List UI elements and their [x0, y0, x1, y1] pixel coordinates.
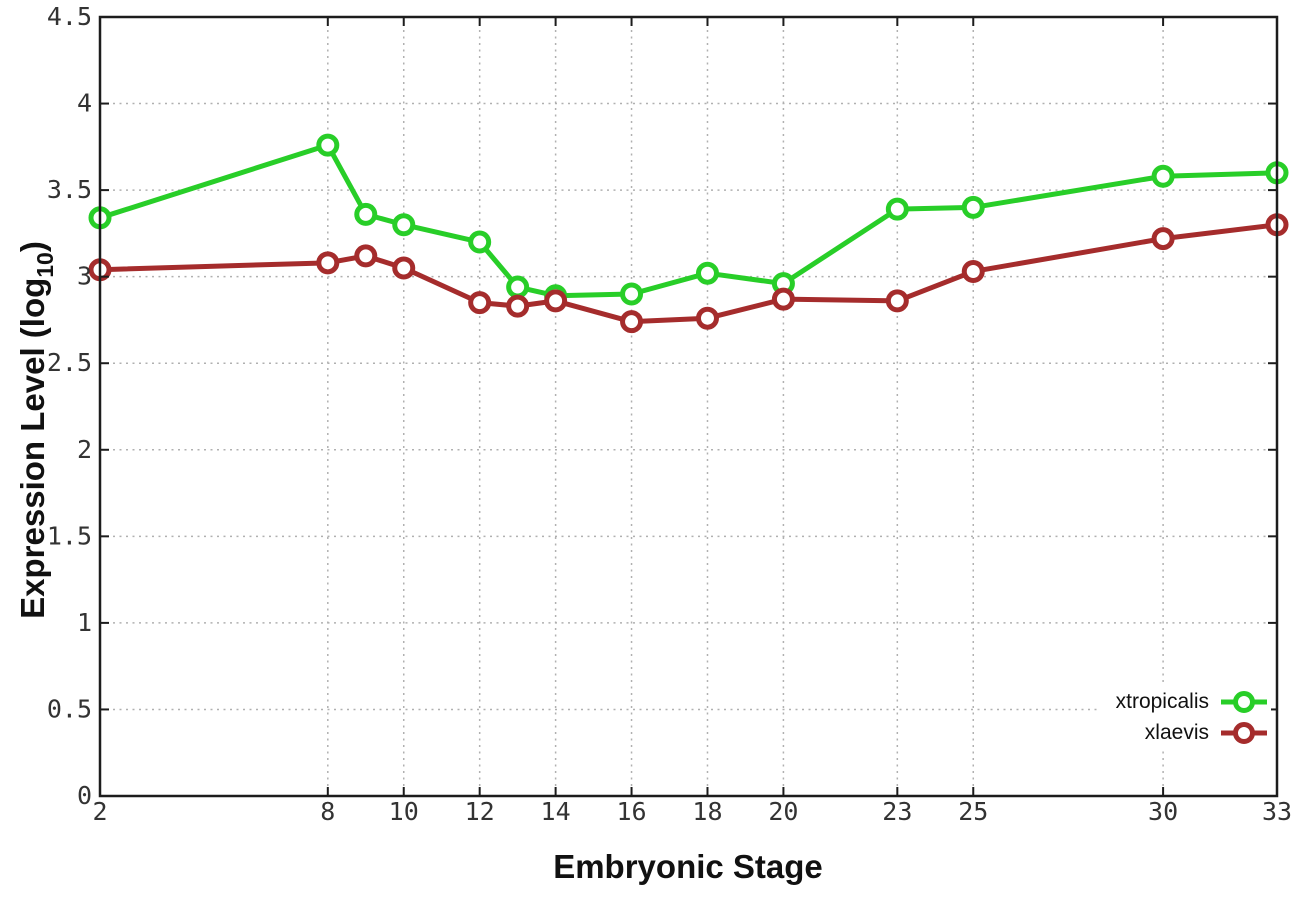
legend-label-xtropicalis: xtropicalis [1115, 690, 1209, 713]
x-tick-label-16: 16 [616, 797, 646, 826]
x-tick-label-2: 2 [92, 797, 107, 826]
marker-xtropicalis-stage-30 [1151, 164, 1175, 188]
marker-xlaevis-stage-13 [506, 294, 530, 318]
y-tick-label-1.5: 1.5 [47, 521, 92, 550]
gridlines [99, 16, 1278, 797]
marker-xlaevis-stage-25 [961, 259, 985, 283]
marker-xlaevis-stage-18 [695, 306, 719, 330]
y-tick-label-2: 2 [77, 435, 92, 464]
series-layer [88, 133, 1289, 334]
legend: xtropicalis xlaevis [1099, 685, 1271, 750]
marker-xlaevis-stage-10 [392, 256, 416, 280]
x-tick-label-23: 23 [882, 797, 912, 826]
marker-xtropicalis-stage-18 [695, 261, 719, 285]
marker-xlaevis-stage-23 [885, 289, 909, 313]
legend-item-xlaevis: xlaevis [1116, 718, 1267, 748]
marker-xlaevis-stage-12 [468, 291, 492, 315]
y-tick-label-0: 0 [77, 781, 92, 810]
x-tick-label-18: 18 [692, 797, 722, 826]
marker-xtropicalis-stage-13 [506, 275, 530, 299]
x-axis-title: Embryonic Stage [553, 848, 823, 885]
y-tick-label-3.5: 3.5 [47, 175, 92, 204]
y-axis-title: Expression Level (log10) [14, 241, 58, 619]
x-tick-label-25: 25 [958, 797, 988, 826]
marker-xlaevis-stage-9 [354, 244, 378, 268]
series-xtropicalis-line [97, 142, 1280, 299]
y-tick-label-1: 1 [77, 608, 92, 637]
y-axis-title-close: ) [14, 241, 51, 252]
y-tick-label-0.5: 0.5 [47, 694, 92, 723]
series-xlaevis-line [97, 222, 1280, 325]
marker-xtropicalis-stage-9 [354, 202, 378, 226]
marker-xlaevis-stage-20 [771, 287, 795, 311]
legend-item-xtropicalis: xtropicalis [1116, 687, 1267, 717]
legend-marker-xtropicalis-icon [1221, 691, 1267, 713]
series-xlaevis [88, 213, 1289, 334]
plot-border [98, 15, 1279, 798]
x-tick-label-20: 20 [768, 797, 798, 826]
x-tick-label-10: 10 [389, 797, 419, 826]
x-tick-label-12: 12 [465, 797, 495, 826]
x-tick-label-30: 30 [1148, 797, 1178, 826]
y-tick-label-4.5: 4.5 [47, 2, 92, 31]
marker-xtropicalis-stage-8 [316, 133, 340, 157]
tick-labels: 2 8 10 12 14 16 18 20 23 25 30 33 0 0.5 1 1.5 2 2.5 3 3.5 4 4… [47, 2, 1292, 826]
x-tick-label-33: 33 [1262, 797, 1292, 826]
y-tick-label-3: 3 [77, 262, 92, 291]
y-axis-title-subscript: 10 [32, 252, 58, 278]
marker-xlaevis-stage-16 [620, 310, 644, 334]
y-tick-label-4: 4 [77, 89, 92, 118]
marker-xtropicalis-stage-10 [392, 213, 416, 237]
marker-xlaevis-stage-14 [544, 289, 568, 313]
legend-label-xlaevis: xlaevis [1144, 721, 1209, 744]
x-tick-label-14: 14 [541, 797, 571, 826]
marker-xtropicalis-stage-25 [961, 195, 985, 219]
marker-xtropicalis-stage-12 [468, 230, 492, 254]
y-axis-title-main: Expression Level (log [14, 278, 51, 619]
x-tick-label-8: 8 [320, 797, 335, 826]
series-xtropicalis [88, 133, 1289, 308]
marker-xlaevis-stage-8 [316, 251, 340, 275]
legend-marker-xlaevis-icon [1221, 722, 1267, 744]
y-tick-label-2.5: 2.5 [47, 348, 92, 377]
axes-and-ticks [98, 15, 1279, 798]
marker-xtropicalis-stage-23 [885, 197, 909, 221]
marker-xtropicalis-stage-16 [620, 282, 644, 306]
marker-xlaevis-stage-30 [1151, 227, 1175, 251]
